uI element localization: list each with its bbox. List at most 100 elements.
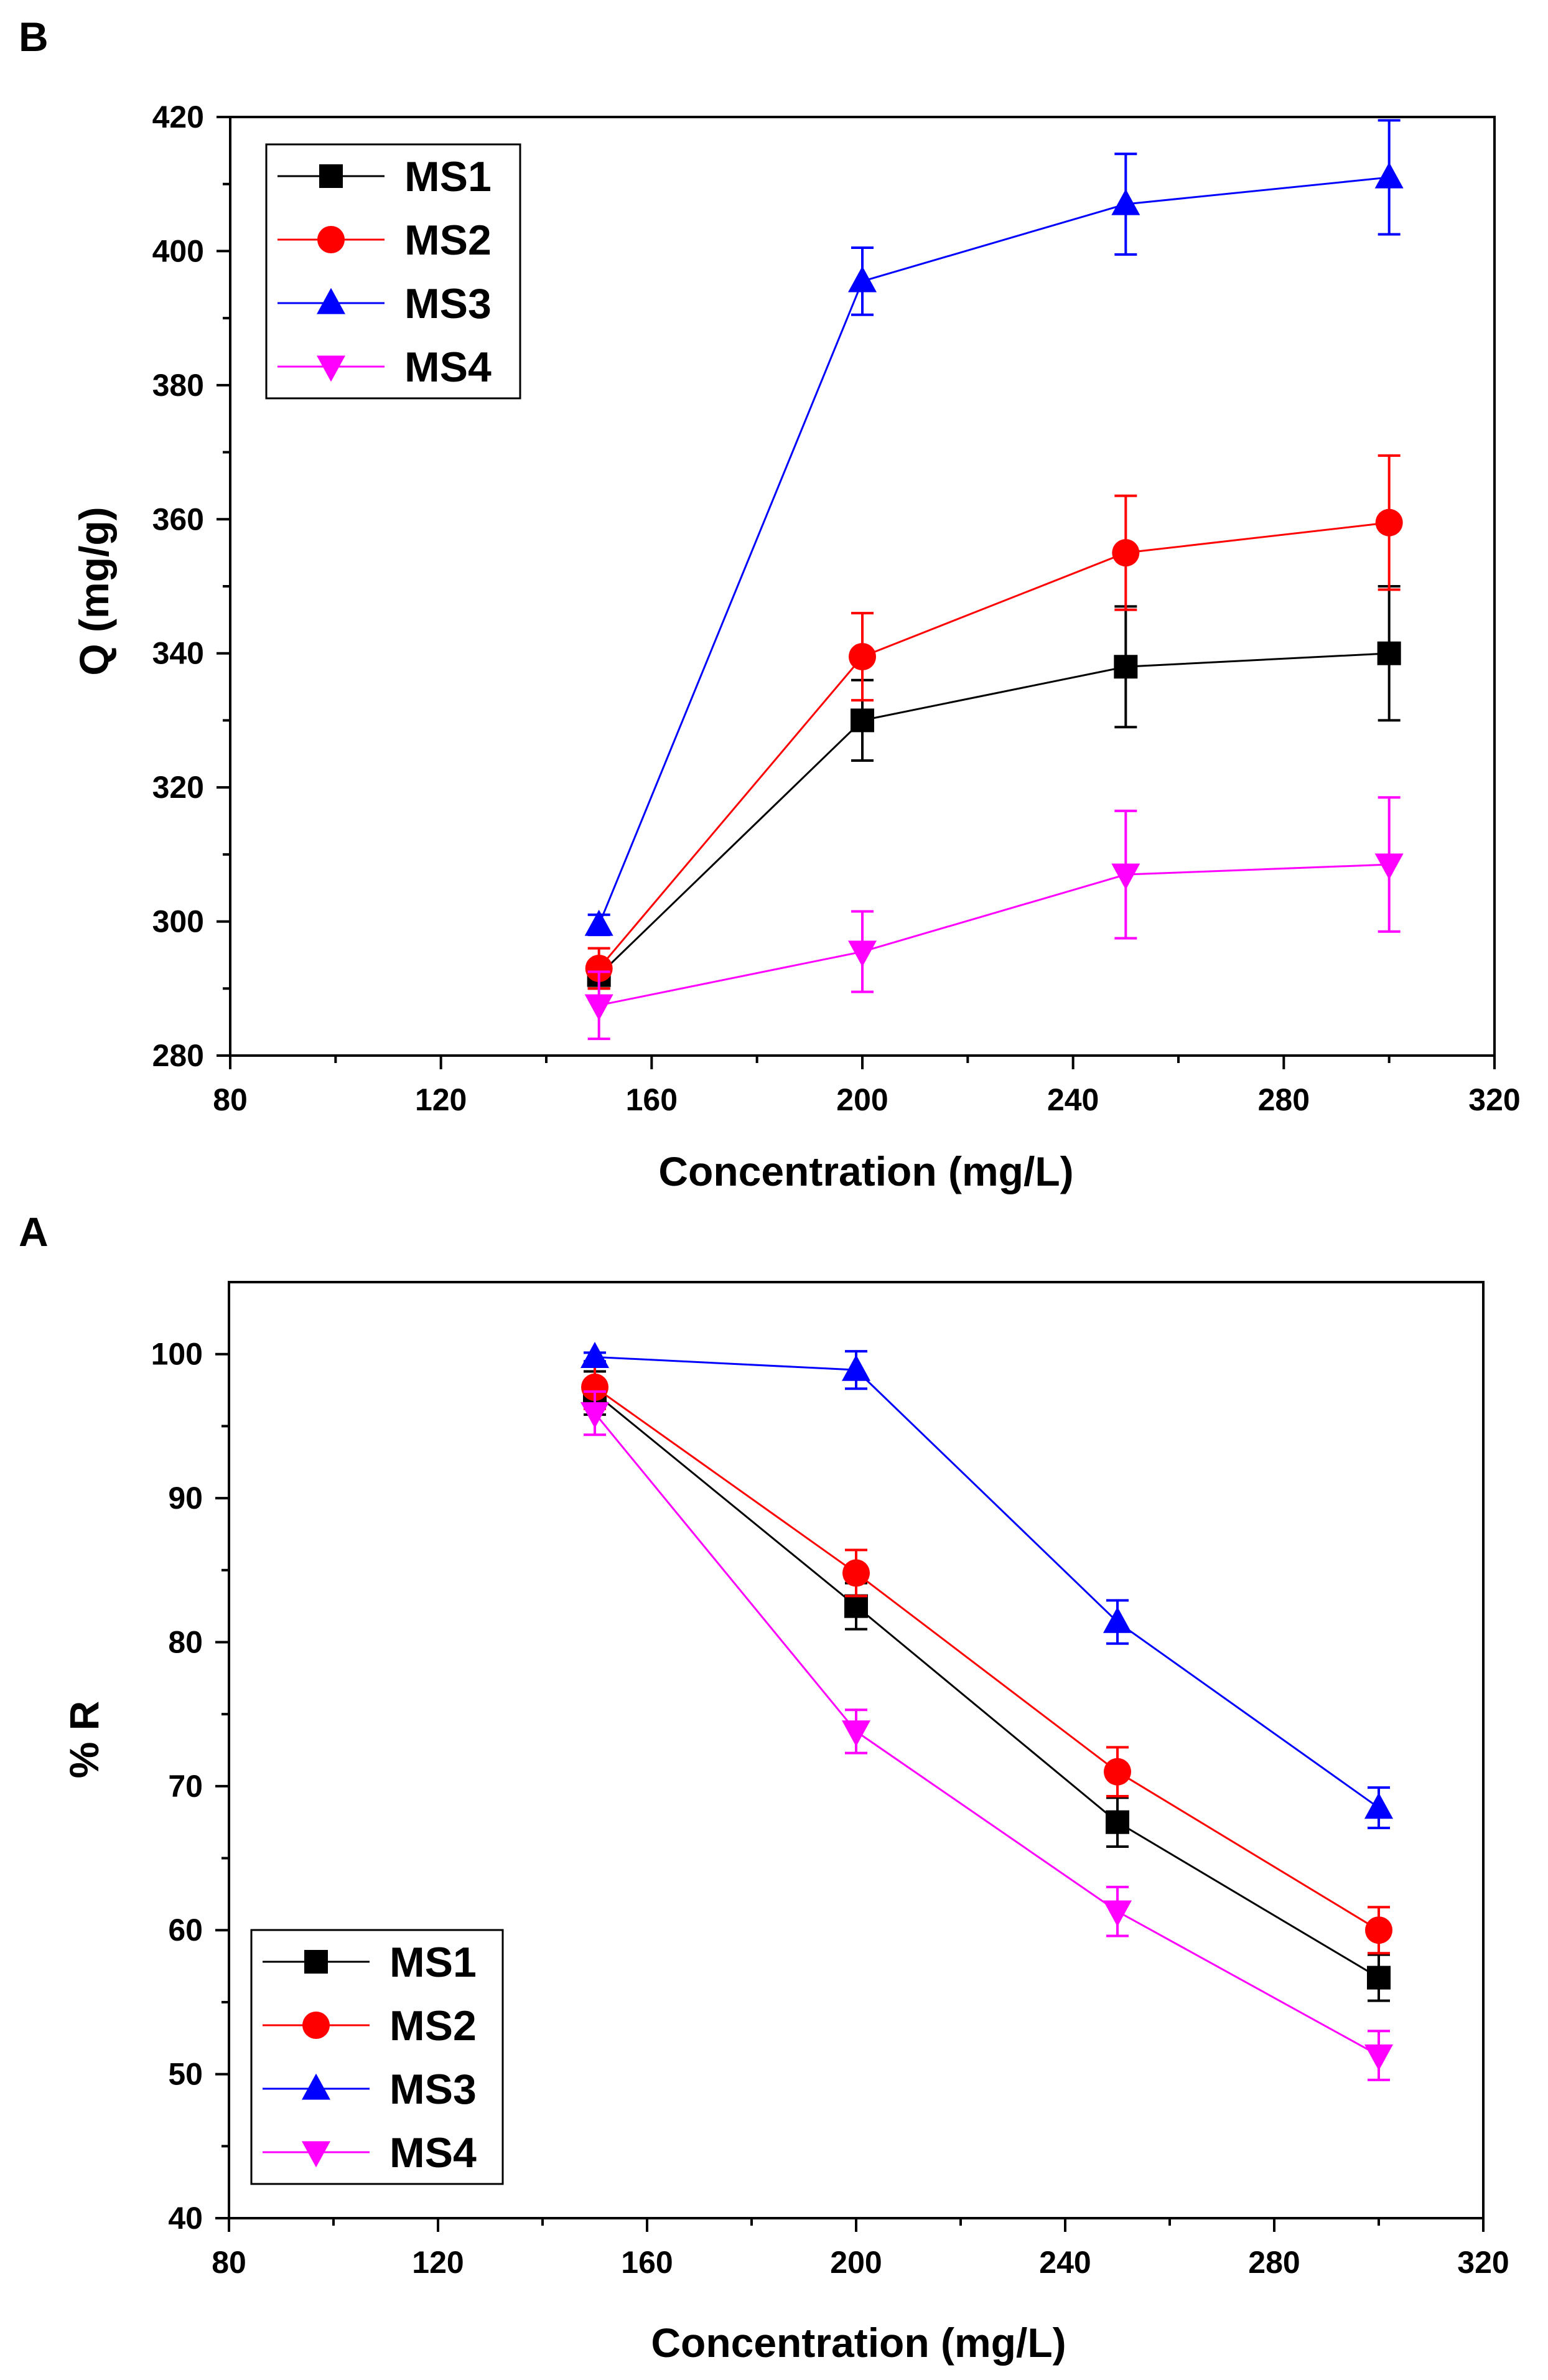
y-tick-label: 400 [152,233,204,268]
data-point [580,1402,609,1428]
y-tick-label: 80 [168,1624,203,1659]
series-line [594,1412,1379,2056]
data-point [584,994,613,1021]
legend: MS1 MS2 MS3 MS4 [250,1929,504,2185]
x-tick-label: 120 [415,1082,467,1117]
y-tick-label: 50 [168,2057,203,2092]
legend-label: MS2 [389,2002,477,2050]
data-point [1103,1900,1132,1927]
data-point [1377,641,1401,665]
data-point [1112,539,1140,567]
plot-frame [228,1281,1485,2219]
legend-item-ms4: MS4 [277,344,492,391]
data-point [1374,853,1404,880]
data-point [1111,863,1140,890]
x-tick-label: 200 [830,2245,882,2280]
x-tick-label: 240 [1047,1082,1099,1117]
series-line [594,1386,1379,1931]
legend-marker [302,2012,330,2039]
legend-label: MS4 [389,2129,477,2176]
legend-marker [317,288,345,314]
series-line [594,1356,1379,1809]
legend-item-ms2: MS2 [263,2002,477,2050]
series-line [598,522,1389,969]
panel-b-chart: B 80 120 160 200 240 280 320 280 300 320 340 360 38… [19,14,1521,1194]
x-axis-title: Concentration (mg/L) [658,1148,1073,1194]
series-ms4 [584,796,1404,1041]
y-tick-label: 360 [152,502,204,536]
data-point [844,1594,868,1618]
series-layer [584,119,1404,1041]
y-tick-label: 60 [168,1913,203,1947]
data-point [1104,1758,1131,1786]
x-tick-label: 160 [626,1082,678,1117]
legend-item-ms2: MS2 [277,217,492,264]
series-ms1 [587,585,1401,990]
data-point [842,1559,870,1587]
series-layer [580,1341,1393,2081]
legend-item-ms4: MS4 [263,2129,477,2176]
legend-marker [304,1950,328,1974]
series-ms2 [585,454,1403,990]
data-point [1374,162,1404,189]
y-tick-label: 340 [152,636,204,671]
data-point [849,643,876,671]
x-tick-label: 200 [836,1082,888,1117]
data-point [580,1341,609,1368]
series-ms2 [581,1364,1392,1955]
legend-item-ms1: MS1 [263,1939,477,1986]
series-ms3 [584,119,1404,937]
x-tick-label: 280 [1258,1082,1310,1117]
data-point [848,266,877,293]
y-tick-label: 100 [151,1337,203,1372]
data-point [1375,508,1403,536]
legend-marker [302,2073,330,2100]
y-axis-ticks: 40 50 60 70 80 90 100 [151,1337,229,2236]
series-ms3 [580,1341,1393,1829]
legend-box [250,1929,504,2185]
legend-item-ms1: MS1 [277,153,492,200]
data-point [842,1720,870,1747]
data-point [584,909,613,936]
x-tick-label: 280 [1248,2245,1300,2280]
data-point [1364,1792,1393,1819]
y-tick-label: 320 [152,770,204,805]
data-point [851,708,874,733]
data-point [1106,1810,1129,1834]
x-tick-label: 160 [621,2245,673,2280]
y-tick-label: 70 [168,1769,203,1804]
x-tick-label: 320 [1468,1082,1520,1117]
y-axis-title: % R [61,1701,107,1779]
panel-letter-b: B [19,14,49,60]
y-tick-label: 300 [152,904,204,939]
series-line [594,1392,1379,1979]
legend-marker [319,164,343,188]
data-point [1364,2044,1393,2071]
data-point [1114,655,1138,679]
legend-item-ms3: MS3 [263,2066,477,2113]
legend: MS1 MS2 MS3 MS4 [265,143,521,400]
y-tick-label: 420 [152,100,204,134]
panel-a-chart: A 80 120 160 200 240 280 320 40 50 60 70 80 90 100 C… [19,1209,1509,2366]
y-tick-label: 90 [168,1481,203,1516]
legend-label: MS2 [404,217,492,264]
data-point [842,1354,870,1381]
data-point [1111,189,1140,215]
panel-letter-a: A [19,1209,49,1255]
data-point [585,954,613,982]
legend-item-ms3: MS3 [277,280,492,327]
legend-label: MS1 [389,1939,477,1986]
legend-box [265,143,521,400]
x-tick-label: 120 [412,2245,464,2280]
data-point [1103,1606,1132,1633]
series-line [598,176,1389,925]
series-line [598,652,1389,976]
legend-marker [317,355,345,382]
y-tick-label: 380 [152,368,204,403]
y-axis-ticks: 280 300 320 340 360 380 400 420 [152,100,230,1073]
x-axis-ticks: 80 120 160 200 240 280 320 [212,2218,1509,2280]
series-ms4 [580,1390,1393,2081]
legend-label: MS3 [389,2066,477,2113]
x-tick-label: 80 [212,2245,246,2280]
y-tick-label: 40 [168,2201,203,2236]
